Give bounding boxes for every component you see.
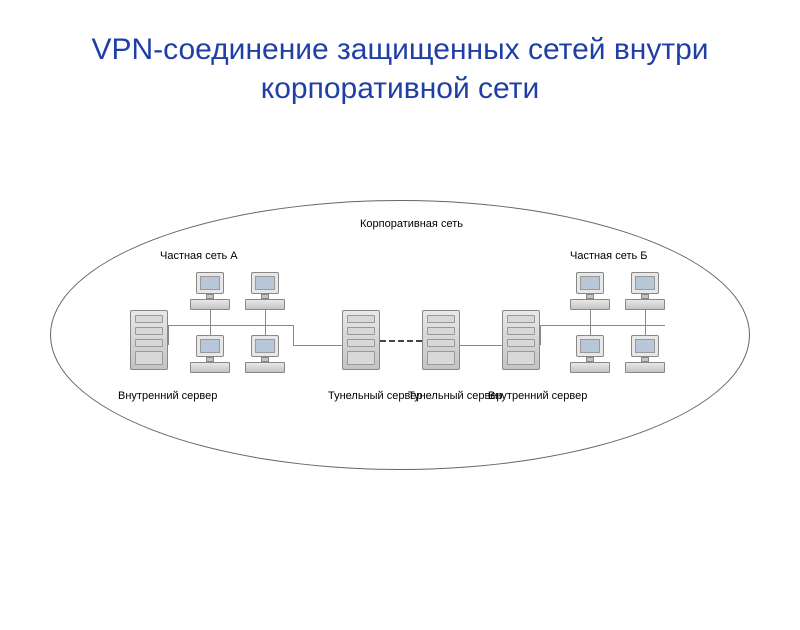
label-network-b: Частная сеть Б [570,250,648,262]
conn-pcb2 [645,308,646,325]
workstation-icon [625,335,665,373]
workstation-icon [245,335,285,373]
label-tunnel-server-a: Тунельный сервер [328,390,398,403]
vpn-tunnel-link [380,340,422,342]
label-tunnel-server-b: Тунельный сервер [408,390,478,403]
inner-server-a-icon [130,310,168,380]
workstation-icon [570,272,610,310]
conn-server-a [168,325,169,345]
label-inner-server-b: Внутренний сервер [488,390,558,403]
link-a-tunnel [293,345,343,346]
conn-server-b [540,325,541,345]
workstation-icon [570,335,610,373]
conn-pca1 [210,308,211,325]
link-tunnel-b [460,345,502,346]
network-diagram: Корпоративная сеть Частная сеть А Частна… [50,200,750,470]
conn-pca2 [265,308,266,325]
slide-title: VPN-соединение защищенных сетей внутри к… [40,30,760,108]
workstation-icon [245,272,285,310]
link-a-tunnel-v [293,325,294,345]
label-inner-server-a: Внутренний сервер [118,390,188,403]
label-corporate: Корпоративная сеть [360,218,463,230]
bus-line-a [168,325,293,326]
tunnel-server-b-icon [422,310,460,380]
workstation-icon [190,272,230,310]
label-network-a: Частная сеть А [160,250,238,262]
workstation-icon [190,335,230,373]
bus-line-b [540,325,665,326]
workstation-icon [625,272,665,310]
conn-pcb1 [590,308,591,325]
tunnel-server-a-icon [342,310,380,380]
inner-server-b-icon [502,310,540,380]
